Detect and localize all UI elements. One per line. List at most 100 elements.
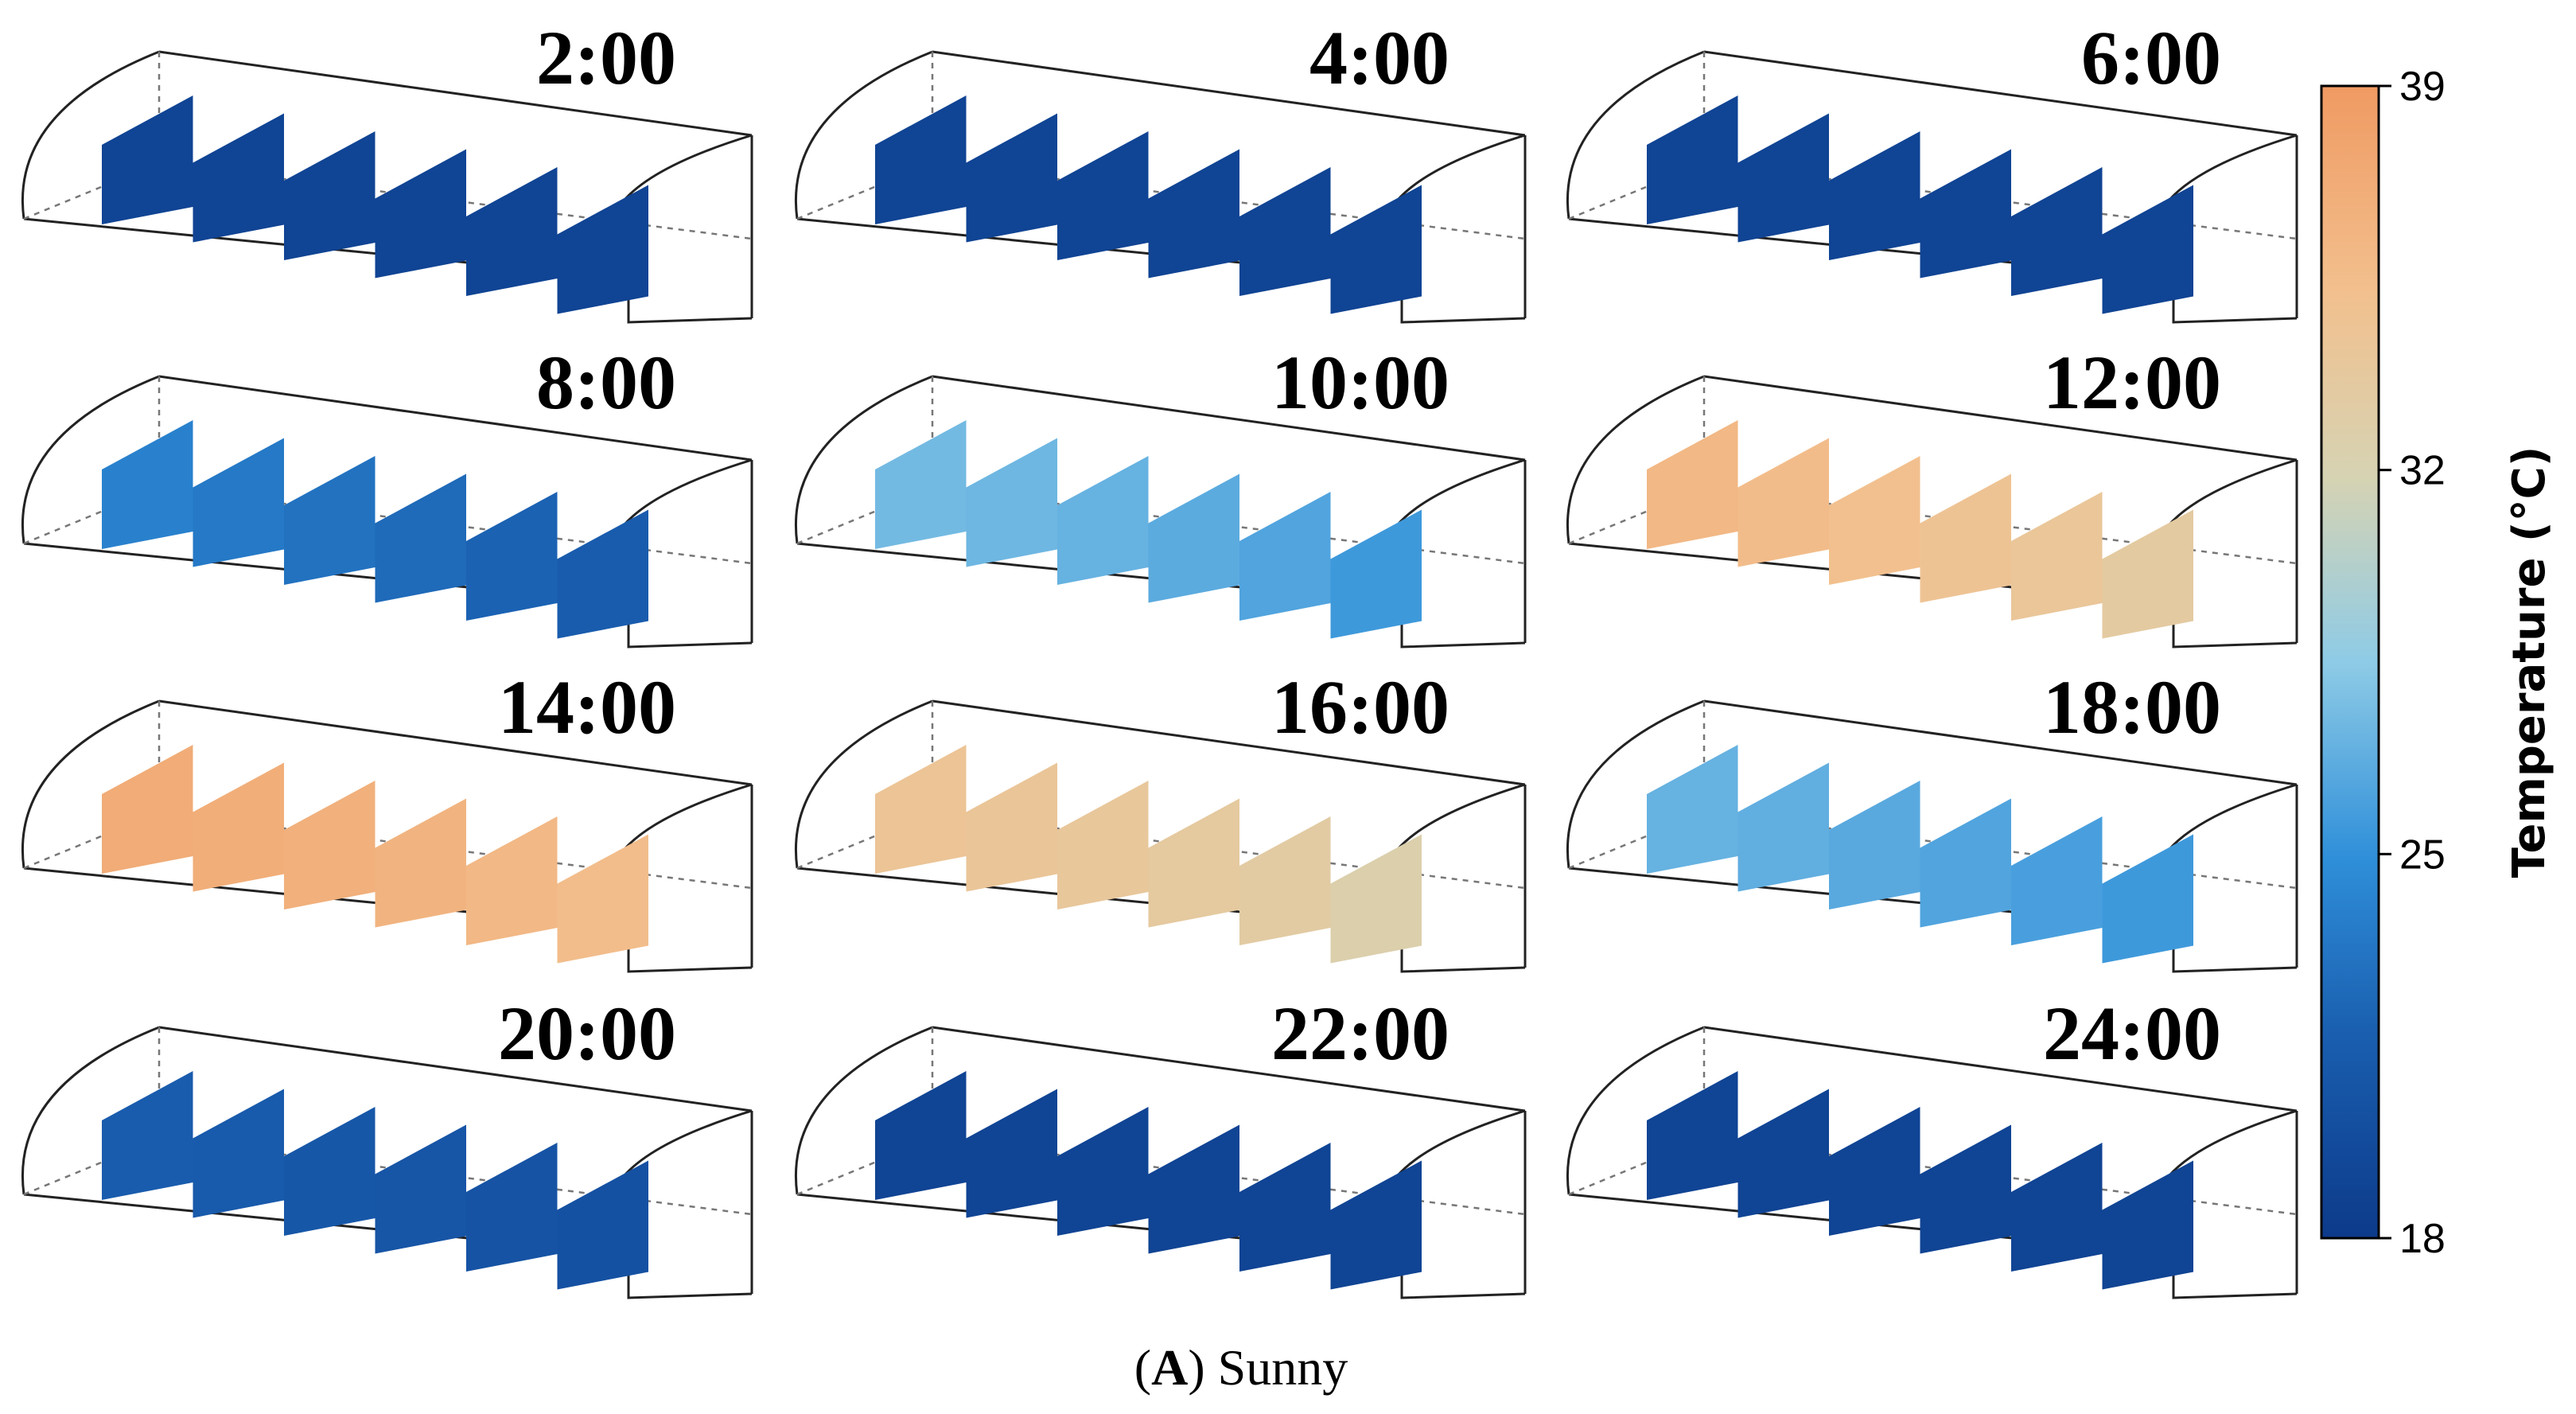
temperature-panel-5 xyxy=(466,167,558,296)
temperature-panel-5 xyxy=(1239,816,1331,945)
panel-time-label: 4:00 xyxy=(1309,15,1449,100)
temperature-panel-3 xyxy=(1057,781,1149,910)
panel-time-label: 24:00 xyxy=(2043,991,2221,1076)
temperature-panel-6 xyxy=(2102,834,2193,964)
temperature-panel-1 xyxy=(1647,1071,1738,1200)
temperature-panel-2 xyxy=(1737,113,1829,243)
temperature-panel-4 xyxy=(375,473,466,603)
panel-16-00: 16:00 xyxy=(795,664,1527,973)
temperature-panel-3 xyxy=(284,456,376,585)
temperature-panel-1 xyxy=(1647,420,1738,549)
temperature-panel-4 xyxy=(1920,1124,2011,1254)
panel-time-label: 18:00 xyxy=(2043,664,2221,750)
panel-18-00: 18:00 xyxy=(1566,664,2298,973)
temperature-panel-1 xyxy=(102,95,193,224)
temperature-panel-2 xyxy=(193,113,284,243)
temperature-panel-5 xyxy=(2011,1143,2103,1272)
temperature-panel-3 xyxy=(1829,1107,1920,1236)
panel-strips xyxy=(1647,95,2193,314)
colorbar: 39 32 25 18 Temperature (°C) xyxy=(2320,64,2555,1262)
temperature-panel-5 xyxy=(2011,816,2103,945)
temperature-panel-2 xyxy=(966,1089,1057,1218)
colorbar-ticks: 39 32 25 18 xyxy=(2379,64,2446,1262)
panel-time-label: 8:00 xyxy=(536,340,676,425)
temperature-panel-5 xyxy=(466,816,558,945)
temperature-panel-6 xyxy=(557,834,648,964)
panel-8-00: 8:00 xyxy=(21,340,753,649)
panels-layer: 2:00 4:00 6:00 8:00 10:00 12:00 14:00 16:00 18:0… xyxy=(21,15,2298,1299)
panel-time-label: 14:00 xyxy=(498,664,676,750)
temperature-panel-1 xyxy=(102,1071,193,1200)
colorbar-tick-label: 32 xyxy=(2399,448,2446,494)
temperature-panel-1 xyxy=(102,420,193,549)
temperature-panel-5 xyxy=(1239,492,1331,621)
panel-strips xyxy=(102,95,648,314)
temperature-panel-3 xyxy=(1057,131,1149,260)
temperature-panel-3 xyxy=(284,781,376,910)
temperature-panel-2 xyxy=(193,762,284,892)
temperature-panel-2 xyxy=(966,438,1057,567)
panel-2-00: 2:00 xyxy=(21,15,753,324)
temperature-panel-6 xyxy=(2102,509,2193,639)
temperature-panel-4 xyxy=(375,798,466,928)
temperature-panel-6 xyxy=(1330,185,1422,314)
temperature-panel-4 xyxy=(1920,798,2011,928)
temperature-panel-4 xyxy=(375,1124,466,1254)
temperature-panel-4 xyxy=(1920,149,2011,279)
temperature-panel-4 xyxy=(1148,1124,1239,1254)
panel-strips xyxy=(875,745,1422,964)
temperature-panel-2 xyxy=(1737,1089,1829,1218)
temperature-panel-2 xyxy=(1737,762,1829,892)
panel-24-00: 24:00 xyxy=(1566,991,2298,1299)
panel-time-label: 16:00 xyxy=(1271,664,1449,750)
panel-time-label: 2:00 xyxy=(536,15,676,100)
temperature-panel-6 xyxy=(2102,1160,2193,1290)
temperature-panel-4 xyxy=(1148,798,1239,928)
panel-strips xyxy=(1647,1071,2193,1290)
temperature-panel-1 xyxy=(875,1071,967,1200)
temperature-panel-1 xyxy=(875,745,967,874)
temperature-panel-6 xyxy=(1330,834,1422,964)
figure-caption: (A) Sunny xyxy=(1134,1339,1348,1396)
panel-10-00: 10:00 xyxy=(795,340,1527,649)
panel-time-label: 12:00 xyxy=(2043,340,2221,425)
temperature-panel-6 xyxy=(2102,185,2193,314)
panel-strips xyxy=(1647,420,2193,639)
temperature-panel-5 xyxy=(2011,167,2103,296)
panel-time-label: 22:00 xyxy=(1271,991,1449,1076)
panel-22-00: 22:00 xyxy=(795,991,1527,1299)
panel-time-label: 6:00 xyxy=(2081,15,2221,100)
temperature-panel-5 xyxy=(466,1143,558,1272)
temperature-panel-6 xyxy=(1330,509,1422,639)
panel-4-00: 4:00 xyxy=(795,15,1527,324)
temperature-panel-6 xyxy=(557,509,648,639)
temperature-panel-2 xyxy=(193,1089,284,1218)
temperature-panel-3 xyxy=(1057,1107,1149,1236)
panel-strips xyxy=(875,1071,1422,1290)
temperature-panel-2 xyxy=(966,113,1057,243)
temperature-panel-4 xyxy=(375,149,466,279)
temperature-panel-1 xyxy=(1647,745,1738,874)
temperature-panel-6 xyxy=(1330,1160,1422,1290)
temperature-panel-3 xyxy=(1829,781,1920,910)
temperature-panel-3 xyxy=(284,1107,376,1236)
temperature-panel-1 xyxy=(102,745,193,874)
temperature-panel-1 xyxy=(875,95,967,224)
temperature-panel-5 xyxy=(466,492,558,621)
panel-6-00: 6:00 xyxy=(1566,15,2298,324)
panel-12-00: 12:00 xyxy=(1566,340,2298,649)
colorbar-label: Temperature (°C) xyxy=(2504,446,2555,878)
colorbar-tick-label: 39 xyxy=(2399,64,2446,110)
caption-text: ) Sunny xyxy=(1188,1339,1348,1396)
panel-strips xyxy=(102,420,648,639)
temperature-panel-5 xyxy=(1239,167,1331,296)
temperature-panel-6 xyxy=(557,1160,648,1290)
panel-14-00: 14:00 xyxy=(21,664,753,973)
temperature-panel-6 xyxy=(557,185,648,314)
panel-strips xyxy=(102,1071,648,1290)
caption-letter: A xyxy=(1151,1339,1188,1396)
panel-strips xyxy=(1647,745,2193,964)
temperature-panel-5 xyxy=(2011,492,2103,621)
colorbar-tick-label: 18 xyxy=(2399,1216,2446,1262)
colorbar-tick-label: 25 xyxy=(2399,832,2446,878)
